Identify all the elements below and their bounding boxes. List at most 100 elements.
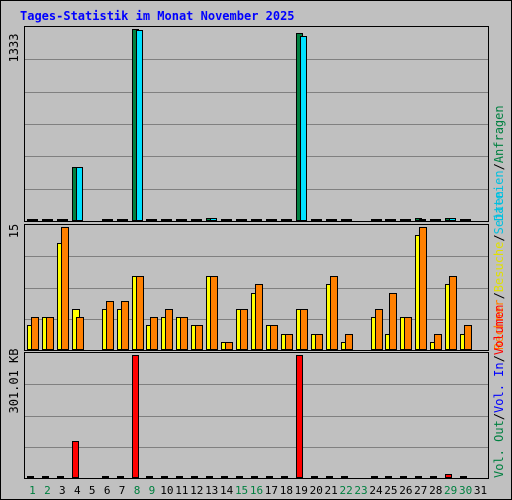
bar-rechner-day-30 [464,325,472,350]
bar-volumen-day-16 [251,476,258,478]
bar-rechner-day-16 [255,284,263,350]
svg-text:Rechner/Besuche/Seiten: Rechner/Besuche/Seiten [492,191,506,350]
legend-separator: / [492,292,506,299]
day-label-3: 3 [59,484,66,497]
bar-dateien-day-22 [345,219,352,221]
bar-dateien-day-29 [449,218,456,221]
bar-dateien-day-28 [434,219,441,221]
day-label-20: 20 [310,484,323,497]
day-label-17: 17 [265,484,278,497]
bar-dateien-day-30 [464,219,471,221]
legend-dateien: Dateien [492,170,506,221]
bar-rechner-day-21 [330,276,338,350]
bar-dateien-day-6 [106,219,113,221]
day-label-19: 19 [295,484,308,497]
day-label-21: 21 [325,484,338,497]
bar-volumen-day-4 [72,441,79,478]
bar-dateien-day-4 [76,167,83,221]
bar-dateien-day-12 [195,219,202,221]
bar-volumen-day-12 [191,476,198,478]
day-label-1: 1 [29,484,36,497]
bar-volumen-day-9 [146,476,153,478]
bar-rechner-day-20 [315,334,323,350]
day-label-27: 27 [414,484,427,497]
day-label-7: 7 [119,484,126,497]
bar-dateien-day-18 [285,219,292,221]
day-label-29: 29 [444,484,457,497]
bar-dateien-day-11 [180,219,187,221]
bottom-panel-frame [24,352,489,479]
day-label-25: 25 [384,484,397,497]
bars [27,29,472,478]
day-label-11: 11 [175,484,188,497]
bottom-legend: Vol. Out/Vol. In/Volumen [492,305,506,478]
chart-title: Tages-Statistik im Monat November 2025 [20,9,295,23]
bar-dateien-day-15 [240,219,247,221]
bar-volumen-day-7 [117,476,124,478]
day-label-13: 13 [205,484,218,497]
bar-rechner-day-14 [225,342,233,350]
bar-rechner-day-22 [345,334,353,350]
day-label-24: 24 [369,484,383,497]
day-label-14: 14 [220,484,234,497]
bar-volumen-day-15 [236,476,243,478]
bar-dateien-day-7 [121,219,128,221]
bar-volumen-day-17 [266,476,273,478]
bar-rechner-day-15 [240,309,248,350]
day-label-26: 26 [399,484,412,497]
bar-dateien-day-8 [136,30,143,221]
bar-volumen-day-24 [371,476,378,478]
bar-volumen-day-19 [296,355,303,478]
top-axis-max-label: 1333 [7,34,21,63]
legend-volumen: Volumen [492,305,506,356]
bar-dateien-day-21 [330,219,337,221]
svg-text:Vol. Out/Vol. In/Volumen: Vol. Out/Vol. In/Volumen [492,305,506,478]
bar-rechner-day-17 [270,325,278,350]
bar-rechner-day-4 [76,317,84,350]
bar-volumen-day-27 [415,476,422,478]
legend-vol-in: Vol. In [492,362,506,413]
bar-volumen-day-22 [341,476,348,478]
bar-dateien-day-19 [300,36,307,221]
day-label-8: 8 [134,484,141,497]
bar-rechner-day-7 [121,301,129,350]
bar-volumen-day-8 [132,355,139,478]
bar-dateien-day-10 [165,219,172,221]
bar-volumen-day-2 [42,476,49,478]
bar-rechner-day-19 [300,309,308,350]
bar-dateien-day-16 [255,219,262,221]
bar-rechner-day-6 [106,301,114,350]
bar-volumen-day-30 [460,476,467,478]
bar-rechner-day-26 [404,317,412,350]
day-label-30: 30 [459,484,472,497]
bar-dateien-day-26 [404,219,411,221]
legend-separator: / [492,413,506,420]
middle-panel-frame [24,224,489,351]
bar-volumen-day-25 [385,476,392,478]
day-label-12: 12 [190,484,203,497]
bar-rechner-day-1 [31,317,39,350]
legend-seiten: Seiten [492,191,506,234]
legend-vol-out: Vol. Out [492,420,506,478]
bar-volumen-day-3 [57,476,64,478]
bar-dateien-day-9 [150,219,157,221]
bar-volumen-day-13 [206,476,213,478]
bar-dateien-day-14 [225,219,232,221]
legend-besuche: Besuche [492,242,506,293]
bar-rechner-day-10 [165,309,173,350]
bar-volumen-day-26 [400,476,407,478]
day-label-23: 23 [354,484,367,497]
day-label-9: 9 [149,484,156,497]
bar-volumen-day-28 [430,476,437,478]
bar-dateien-day-25 [389,219,396,221]
day-labels: 1 2 3 4 5 6 7 8 9 10 11 12 13 14 15 16 17 18 19 20 21 22 23 24 2… [29,484,487,497]
bar-rechner-day-8 [136,276,144,350]
bar-rechner-day-27 [419,227,427,350]
top-legend: Dateien/Anfragen [492,105,506,221]
bar-dateien-day-20 [315,219,322,221]
middle-axis-max-label: 15 [7,224,21,238]
bar-volumen-day-20 [311,476,318,478]
bar-dateien-day-1 [31,219,38,221]
